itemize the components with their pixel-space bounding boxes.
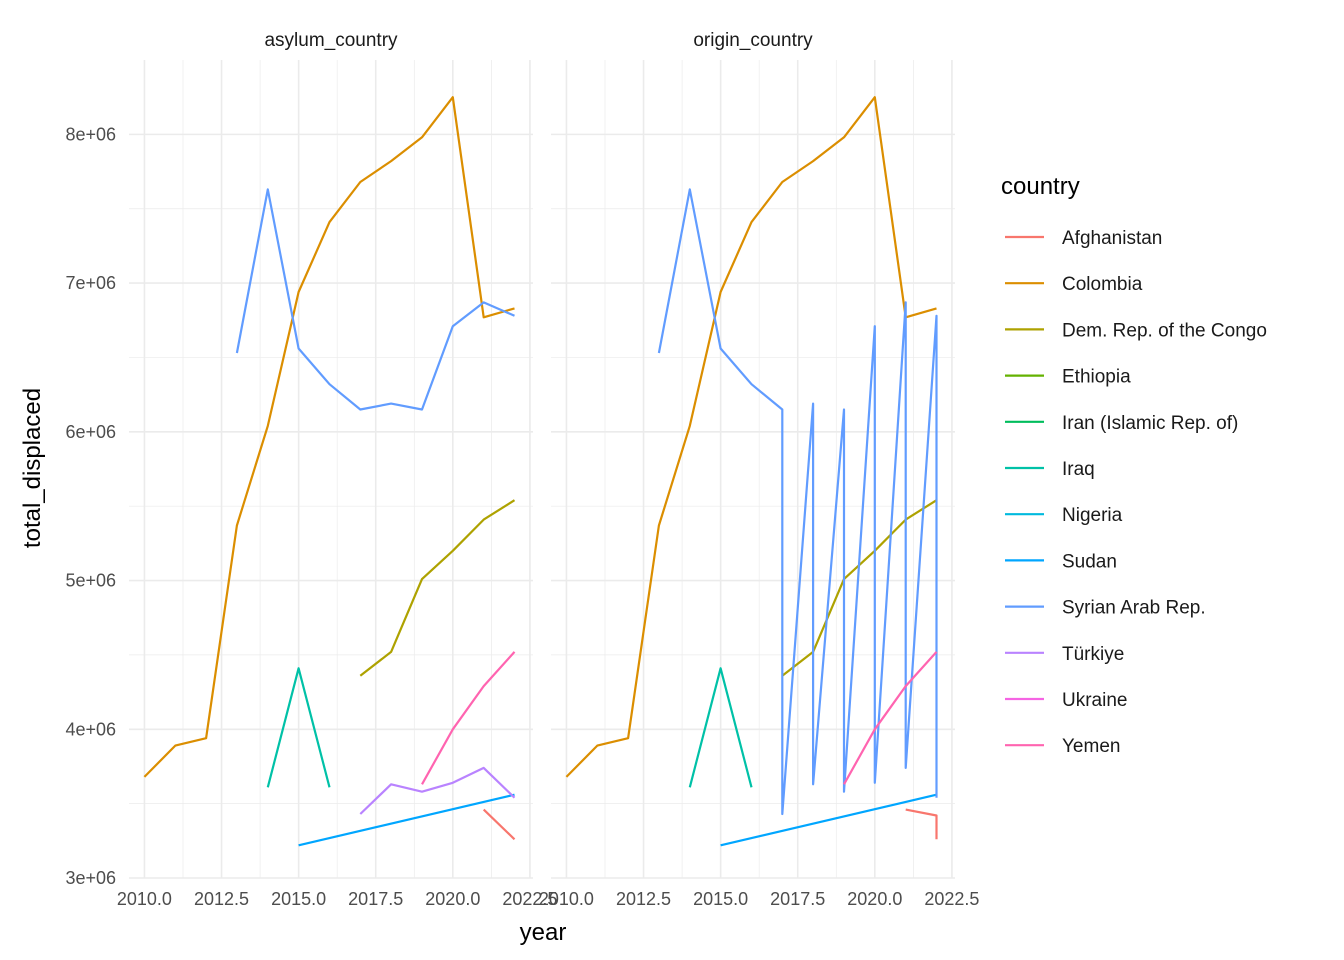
- series-line-syrian-arab-rep-: [657, 188, 938, 816]
- legend-label: Yemen: [1062, 736, 1120, 757]
- legend-label: Ethiopia: [1062, 367, 1131, 388]
- y-tick-label: 7e+06: [65, 273, 116, 293]
- y-axis-title: total_displaced: [19, 388, 46, 548]
- facet-panel-asylum_country: asylum_country 2010.0 2012.5 2015.0 2017.5 20…: [117, 30, 558, 909]
- x-tick-label: 2022.5: [924, 889, 979, 909]
- legend-item: Ethiopia: [1005, 367, 1131, 388]
- x-tick-label: 2020.0: [425, 889, 480, 909]
- facet-panels: asylum_country 2010.0 2012.5 2015.0 2017.5 20…: [117, 30, 980, 909]
- series-line-t-rkiye: [359, 766, 516, 815]
- major-gridlines: [129, 60, 533, 879]
- series-line-iraq: [688, 667, 753, 788]
- series-line-syrian-arab-rep-: [235, 188, 515, 411]
- legend-item: Iran (Islamic Rep. of): [1005, 413, 1238, 434]
- x-axis-title: year: [520, 919, 567, 946]
- legend-title: country: [1001, 173, 1080, 200]
- legend-label: Colombia: [1062, 274, 1143, 295]
- series-line-afghanistan: [482, 808, 516, 841]
- x-tick-label: 2017.5: [770, 889, 825, 909]
- y-tick-label: 8e+06: [65, 124, 116, 144]
- series-line-sudan: [298, 793, 515, 847]
- legend-item: Colombia: [1005, 274, 1143, 295]
- facet-strip-label: asylum_country: [264, 30, 398, 51]
- legend-label: Dem. Rep. of the Congo: [1062, 320, 1267, 341]
- legend-items: Afghanistan Colombia Dem. Rep. of the Cong…: [1005, 228, 1267, 757]
- minor-gridlines: [129, 60, 533, 878]
- legend-item: Nigeria: [1005, 505, 1123, 526]
- x-tick-label: 2010.0: [117, 889, 172, 909]
- legend-label: Iraq: [1062, 459, 1095, 480]
- facet-panel-origin_country: origin_country 2010.0 2012.5 2015.0 2017.5 20…: [539, 30, 980, 909]
- legend-item: Iraq: [1005, 459, 1095, 480]
- axes: year total_displaced 3e+06 4e+06 5e+06 6e+0…: [19, 124, 566, 946]
- legend-item: Dem. Rep. of the Congo: [1005, 320, 1267, 341]
- series-line-afghanistan: [905, 808, 938, 840]
- legend-label: Iran (Islamic Rep. of): [1062, 413, 1238, 434]
- facet-strip-label: origin_country: [693, 30, 813, 51]
- legend-label: Sudan: [1062, 551, 1117, 572]
- legend: country Afghanistan Colombia Dem. Rep. of …: [1001, 173, 1267, 757]
- legend-label: Afghanistan: [1062, 228, 1162, 249]
- series-line-sudan: [720, 793, 937, 847]
- major-gridlines: [551, 60, 955, 879]
- x-tick-label: 2012.5: [616, 889, 671, 909]
- legend-item: Türkiye: [1005, 644, 1124, 665]
- legend-label: Nigeria: [1062, 505, 1123, 526]
- series-line-yemen: [421, 651, 516, 785]
- x-tick-label: 2022.5: [502, 889, 557, 909]
- legend-item: Afghanistan: [1005, 228, 1162, 249]
- legend-item: Ukraine: [1005, 690, 1127, 711]
- legend-label: Syrian Arab Rep.: [1062, 598, 1206, 619]
- series-line-iraq: [266, 667, 331, 788]
- minor-gridlines: [551, 60, 955, 878]
- series-lines: [565, 96, 938, 847]
- series-lines: [143, 96, 516, 847]
- x-tick-label: 2015.0: [271, 889, 326, 909]
- x-tick-label: 2010.0: [539, 889, 594, 909]
- y-tick-label: 6e+06: [65, 422, 116, 442]
- legend-label: Türkiye: [1062, 644, 1124, 665]
- x-tick-label: 2020.0: [847, 889, 902, 909]
- legend-item: Syrian Arab Rep.: [1005, 598, 1206, 619]
- y-tick-label: 4e+06: [65, 719, 116, 739]
- legend-label: Ukraine: [1062, 690, 1127, 711]
- legend-item: Yemen: [1005, 736, 1120, 757]
- x-tick-label: 2015.0: [693, 889, 748, 909]
- x-tick-label: 2017.5: [348, 889, 403, 909]
- legend-item: Sudan: [1005, 551, 1117, 572]
- y-tick-label: 5e+06: [65, 571, 116, 591]
- series-line-dem-rep-of-the-congo: [359, 499, 516, 677]
- series-line-colombia: [565, 96, 937, 778]
- y-tick-label: 3e+06: [65, 868, 116, 888]
- series-line-colombia: [143, 96, 515, 778]
- series-line-yemen: [843, 651, 938, 785]
- x-tick-label: 2012.5: [194, 889, 249, 909]
